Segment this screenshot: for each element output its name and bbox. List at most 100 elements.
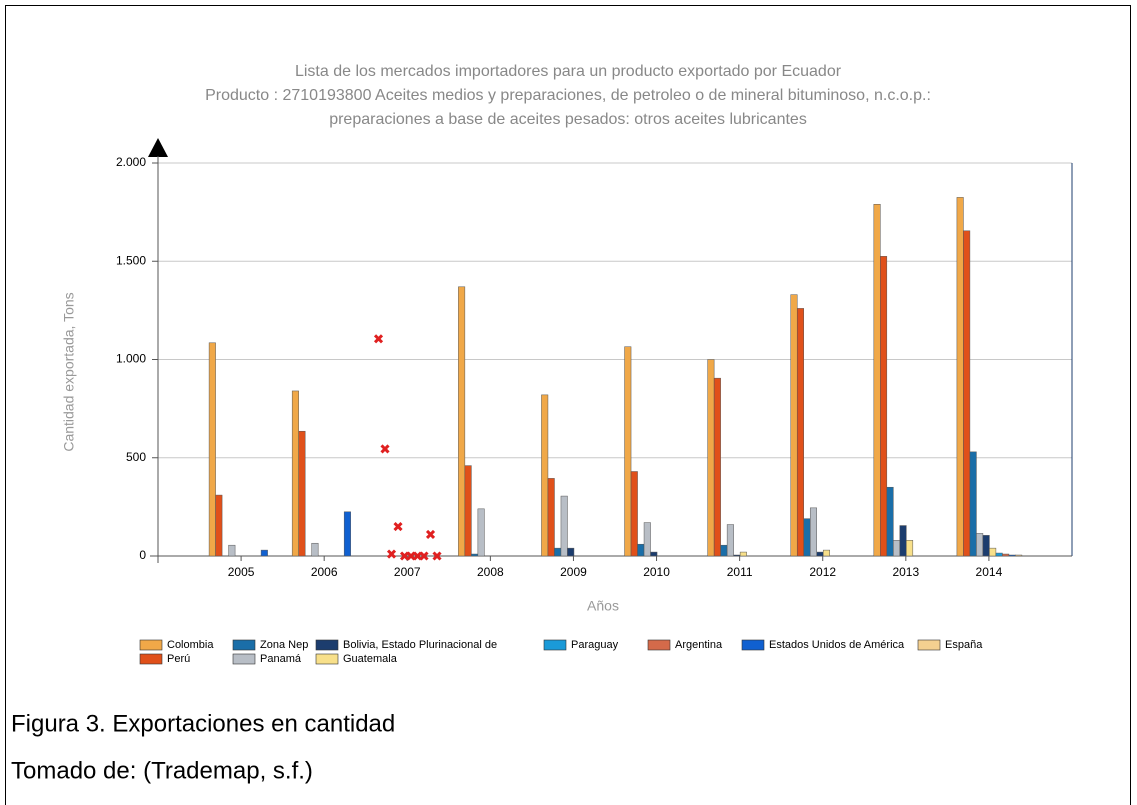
- bar: [343, 511, 351, 557]
- bar: [886, 486, 894, 557]
- bar: [713, 377, 721, 557]
- legend-label: Estados Unidos de América: [769, 639, 905, 651]
- bar: [720, 544, 728, 557]
- bar: [809, 507, 817, 557]
- bar: [906, 540, 914, 557]
- bar: [803, 518, 811, 557]
- y-axis-title: Cantidad exportada, Tons: [61, 292, 77, 451]
- figure-caption: Figura 3. Exportaciones en cantidad: [11, 710, 395, 737]
- source-caption: Tomado de: (Trademap, s.f.): [11, 757, 313, 784]
- x-tick-label: 2009: [560, 565, 587, 579]
- bar: [893, 540, 901, 557]
- bar: [298, 430, 306, 557]
- legend-swatch: [917, 639, 941, 651]
- bar: [547, 478, 555, 557]
- legend-label: Paraguay: [571, 639, 619, 651]
- bar: [796, 308, 804, 557]
- legend-swatch: [232, 653, 256, 665]
- bar: [624, 346, 632, 557]
- bar: [471, 553, 479, 557]
- legend-label: Perú: [167, 653, 190, 665]
- bar: [458, 286, 466, 557]
- bar: [260, 549, 268, 557]
- bar: [739, 551, 747, 557]
- bar: [790, 294, 798, 557]
- bar: [963, 230, 971, 557]
- bar: [311, 542, 319, 557]
- bar: [989, 547, 997, 557]
- bar: [643, 522, 651, 557]
- frame: [5, 5, 1131, 805]
- x-marker: [380, 444, 390, 454]
- legend-label: Zona Nep: [260, 639, 308, 651]
- bar: [822, 549, 830, 557]
- legend-label: Bolivia, Estado Plurinacional de: [343, 639, 497, 651]
- x-tick-label: 2011: [727, 565, 753, 579]
- bar: [816, 551, 824, 557]
- x-marker: [373, 334, 384, 344]
- bar: [567, 547, 575, 557]
- bar: [976, 533, 984, 557]
- x-tick-label: 2012: [809, 565, 836, 579]
- bar: [560, 495, 568, 557]
- bar: [630, 471, 638, 557]
- bar: [969, 451, 977, 557]
- x-axis-title: Años: [587, 598, 619, 614]
- legend-swatch: [139, 639, 163, 651]
- legend-swatch: [647, 639, 671, 651]
- y-tick-label: 0: [139, 548, 146, 562]
- legend-swatch: [139, 653, 163, 665]
- legend-label: Guatemala: [343, 653, 398, 665]
- legend-swatch: [543, 639, 567, 651]
- bar: [477, 508, 485, 557]
- y-tick-label: 2.000: [116, 155, 146, 169]
- legend-swatch: [315, 653, 339, 665]
- legend-swatch: [232, 639, 256, 651]
- legend-swatch: [741, 639, 765, 651]
- x-tick-label: 2005: [228, 565, 255, 579]
- bar: [995, 552, 1003, 557]
- bar: [956, 197, 964, 557]
- bar: [1015, 554, 1023, 557]
- bar: [726, 524, 734, 557]
- x-marker: [425, 529, 436, 539]
- x-tick-label: 2007: [394, 565, 421, 579]
- x-tick-label: 2013: [892, 565, 919, 579]
- axis-arrow: [148, 138, 168, 157]
- x-marker: [393, 521, 403, 532]
- bar: [650, 551, 658, 557]
- bar: [637, 543, 645, 557]
- bar: [733, 554, 741, 557]
- bar: [554, 547, 562, 557]
- chart-subtitle: Producto : 2710193800 Aceites medios y p…: [205, 87, 931, 104]
- bar: [1002, 553, 1010, 557]
- x-tick-label: 2006: [311, 565, 338, 579]
- bar: [707, 359, 715, 557]
- x-marker: [419, 551, 429, 561]
- y-tick-label: 500: [126, 450, 146, 464]
- x-tick-label: 2014: [976, 565, 1003, 579]
- bar: [541, 394, 549, 557]
- bar: [215, 494, 223, 557]
- bar: [899, 525, 907, 557]
- x-tick-label: 2010: [643, 565, 670, 579]
- x-marker: [432, 551, 442, 561]
- bar: [291, 390, 299, 557]
- bar: [982, 535, 990, 557]
- legend-label: España: [945, 639, 983, 651]
- bar: [880, 256, 888, 557]
- bar: [228, 544, 236, 557]
- y-tick-label: 1.000: [116, 352, 146, 366]
- legend-swatch: [315, 639, 339, 651]
- legend-label: Colombia: [167, 639, 214, 651]
- chart-subtitle: preparaciones a base de aceites pesados:…: [329, 111, 807, 128]
- x-tick-label: 2008: [477, 565, 504, 579]
- bar: [1008, 554, 1016, 557]
- bar: [873, 204, 881, 557]
- legend-label: Argentina: [675, 639, 723, 651]
- chart-title: Lista de los mercados importadores para …: [295, 63, 842, 80]
- bar: [464, 465, 472, 557]
- y-tick-label: 1.500: [116, 253, 146, 267]
- x-marker: [386, 549, 397, 559]
